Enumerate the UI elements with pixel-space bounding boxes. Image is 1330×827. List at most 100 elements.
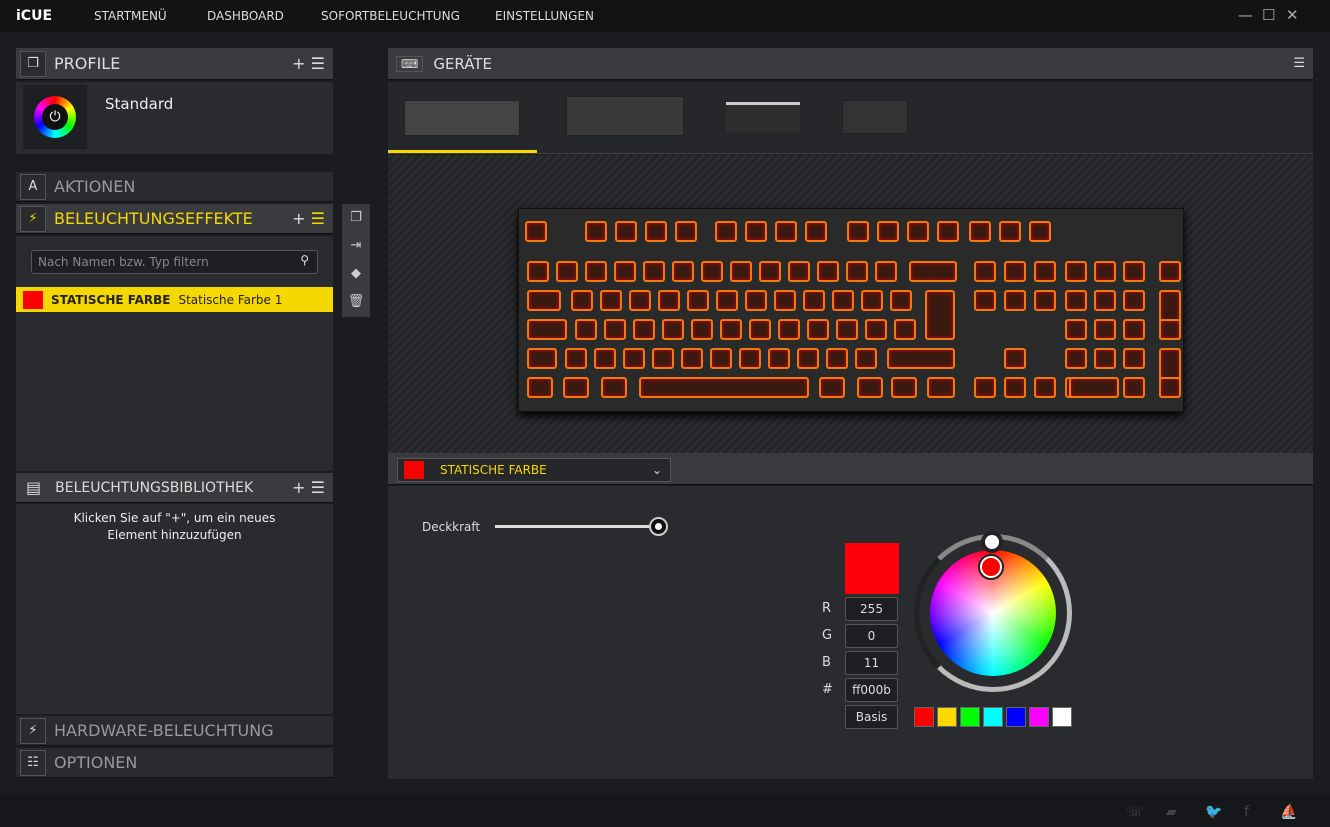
key[interactable] [877,221,899,242]
key[interactable] [563,377,589,398]
key[interactable] [1029,221,1051,242]
key[interactable] [565,348,587,369]
key[interactable] [1004,290,1026,311]
key[interactable] [687,290,709,311]
key[interactable] [1094,319,1116,340]
key[interactable] [891,377,917,398]
hex-input[interactable]: ff000b [845,678,898,702]
key[interactable] [745,221,767,242]
key[interactable] [974,377,996,398]
nav-startmenu[interactable]: STARTMENÜ [94,9,167,23]
key[interactable] [855,348,877,369]
key[interactable] [525,221,547,242]
key[interactable] [1065,348,1087,369]
key[interactable] [1159,377,1181,398]
key[interactable] [745,290,767,311]
key[interactable] [925,290,955,340]
key[interactable] [1123,261,1145,282]
keyboard-image[interactable] [518,208,1184,412]
key[interactable] [857,377,883,398]
import-icon[interactable]: ⇥ [350,238,362,253]
key[interactable] [875,261,897,282]
palette-swatch[interactable] [914,707,934,727]
key[interactable] [865,319,887,340]
key[interactable] [716,290,738,311]
key[interactable] [585,221,607,242]
key[interactable] [909,261,957,282]
key[interactable] [1004,348,1026,369]
key[interactable] [681,348,703,369]
corsair-icon[interactable]: ⛵ [1280,804,1298,820]
hardware-header[interactable]: ⚡ HARDWARE-BELEUCHTUNG [16,716,333,746]
add-effect-button[interactable]: + ☰ [292,209,325,228]
palette-swatch[interactable] [983,707,1003,727]
profile-item[interactable]: ⏻ Standard [16,82,333,154]
device-tab-keyboard-2[interactable] [566,96,684,136]
green-input[interactable]: 0 [845,624,898,648]
key[interactable] [937,221,959,242]
key[interactable] [601,377,627,398]
key[interactable] [527,348,557,369]
close-button[interactable]: ✕ [1286,6,1299,24]
key[interactable] [633,319,655,340]
nav-dashboard[interactable]: DASHBOARD [207,9,284,23]
key[interactable] [1065,290,1087,311]
key[interactable] [819,377,845,398]
key[interactable] [1094,348,1116,369]
palette-swatch[interactable] [1029,707,1049,727]
key[interactable] [672,261,694,282]
key[interactable] [807,319,829,340]
copy-icon[interactable]: ❐ [350,210,362,225]
palette-swatch[interactable] [937,707,957,727]
key[interactable] [974,290,996,311]
key[interactable] [662,319,684,340]
key[interactable] [797,348,819,369]
add-library-button[interactable]: + ☰ [292,478,325,497]
key[interactable] [847,221,869,242]
key[interactable] [774,290,796,311]
basis-button[interactable]: Basis [845,705,898,729]
twitter-icon[interactable]: 🐦 [1205,804,1223,820]
key[interactable] [894,319,916,340]
add-profile-button[interactable]: + ☰ [292,54,325,73]
key[interactable] [846,261,868,282]
key[interactable] [887,348,955,369]
key[interactable] [556,261,578,282]
key[interactable] [1159,319,1181,340]
key[interactable] [1034,377,1056,398]
key[interactable] [907,221,929,242]
key[interactable] [720,319,742,340]
effect-type-dropdown[interactable]: STATISCHE FARBE ⌄ [397,458,671,482]
key[interactable] [969,221,991,242]
key[interactable] [1123,377,1145,398]
key[interactable] [999,221,1021,242]
key[interactable] [861,290,883,311]
color-wheel-handle[interactable] [980,556,1002,578]
key[interactable] [691,319,713,340]
key[interactable] [571,290,593,311]
key[interactable] [803,290,825,311]
key[interactable] [1094,290,1116,311]
opacity-slider[interactable] [495,525,658,528]
devices-menu-icon[interactable]: ☰ [1293,56,1305,71]
key[interactable] [710,348,732,369]
key[interactable] [1123,348,1145,369]
key[interactable] [749,319,771,340]
key[interactable] [775,221,797,242]
key[interactable] [1034,261,1056,282]
key[interactable] [658,290,680,311]
key[interactable] [1065,319,1087,340]
key[interactable] [890,290,912,311]
key[interactable] [1065,261,1087,282]
key[interactable] [615,221,637,242]
effects-header[interactable]: ⚡ BELEUCHTUNGSEFFEKTE + ☰ [16,204,333,234]
key[interactable] [623,348,645,369]
key[interactable] [1069,377,1119,398]
device-tab-hub[interactable] [842,100,908,134]
palette-swatch[interactable] [960,707,980,727]
key[interactable] [1034,290,1056,311]
key[interactable] [675,221,697,242]
nav-sofortbeleuchtung[interactable]: SOFORTBELEUCHTUNG [321,9,460,23]
key[interactable] [575,319,597,340]
key[interactable] [715,221,737,242]
